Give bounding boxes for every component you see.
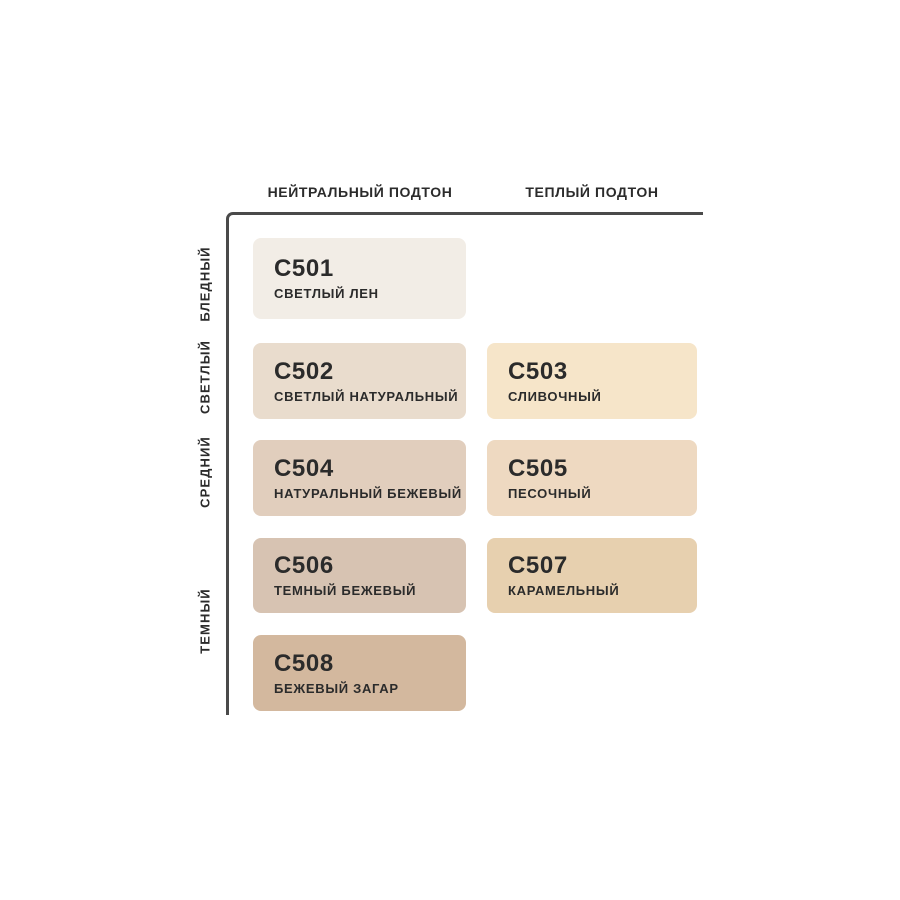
column-header-warm-undertone: ТЕПЛЫЙ ПОДТОН: [525, 184, 659, 200]
row-label-light: СВЕТЛЫЙ: [197, 340, 213, 414]
shade-code: C508: [274, 649, 334, 677]
shade-code: C506: [274, 552, 334, 579]
shade-code: C507: [508, 552, 568, 579]
shade-name: БЕЖЕВЫЙ ЗАГАР: [274, 680, 399, 696]
row-label-pale: БЛЕДНЫЙ: [197, 246, 213, 322]
shade-swatch-c501: C501 СВЕТЛЫЙ ЛЕН: [253, 238, 466, 319]
shade-swatch-c505: C505 ПЕСОЧНЫЙ: [487, 440, 697, 516]
shade-name: СВЕТЛЫЙ ЛЕН: [274, 286, 379, 301]
shade-code: C502: [274, 357, 334, 385]
axis-lines: [226, 212, 703, 715]
shade-swatch-c502: C502 СВЕТЛЫЙ НАТУРАЛЬНЫЙ: [253, 343, 466, 419]
shade-name: ПЕСОЧНЫЙ: [508, 485, 592, 501]
shade-code: C504: [274, 454, 334, 482]
shade-swatch-c503: C503 СЛИВОЧНЫЙ: [487, 343, 697, 419]
shade-swatch-c507: C507 КАРАМЕЛЬНЫЙ: [487, 538, 697, 613]
shade-swatch-c506: C506 ТЕМНЫЙ БЕЖЕВЫЙ: [253, 538, 466, 613]
row-label-dark: ТЕМНЫЙ: [197, 588, 213, 654]
shade-code: C503: [508, 357, 568, 385]
shade-code: C501: [274, 255, 334, 282]
shade-name: ТЕМНЫЙ БЕЖЕВЫЙ: [274, 583, 417, 598]
shade-name: СЛИВОЧНЫЙ: [508, 388, 602, 404]
shade-swatch-c504: C504 НАТУРАЛЬНЫЙ БЕЖЕВЫЙ: [253, 440, 466, 516]
row-label-medium: СРЕДНИЙ: [197, 436, 213, 508]
shade-swatch-c508: C508 БЕЖЕВЫЙ ЗАГАР: [253, 635, 466, 711]
shade-name: СВЕТЛЫЙ НАТУРАЛЬНЫЙ: [274, 388, 459, 404]
shade-name: КАРАМЕЛЬНЫЙ: [508, 583, 620, 598]
shade-code: C505: [508, 454, 568, 482]
column-header-neutral-undertone: НЕЙТРАЛЬНЫЙ ПОДТОН: [267, 184, 453, 200]
shade-name: НАТУРАЛЬНЫЙ БЕЖЕВЫЙ: [274, 485, 462, 501]
